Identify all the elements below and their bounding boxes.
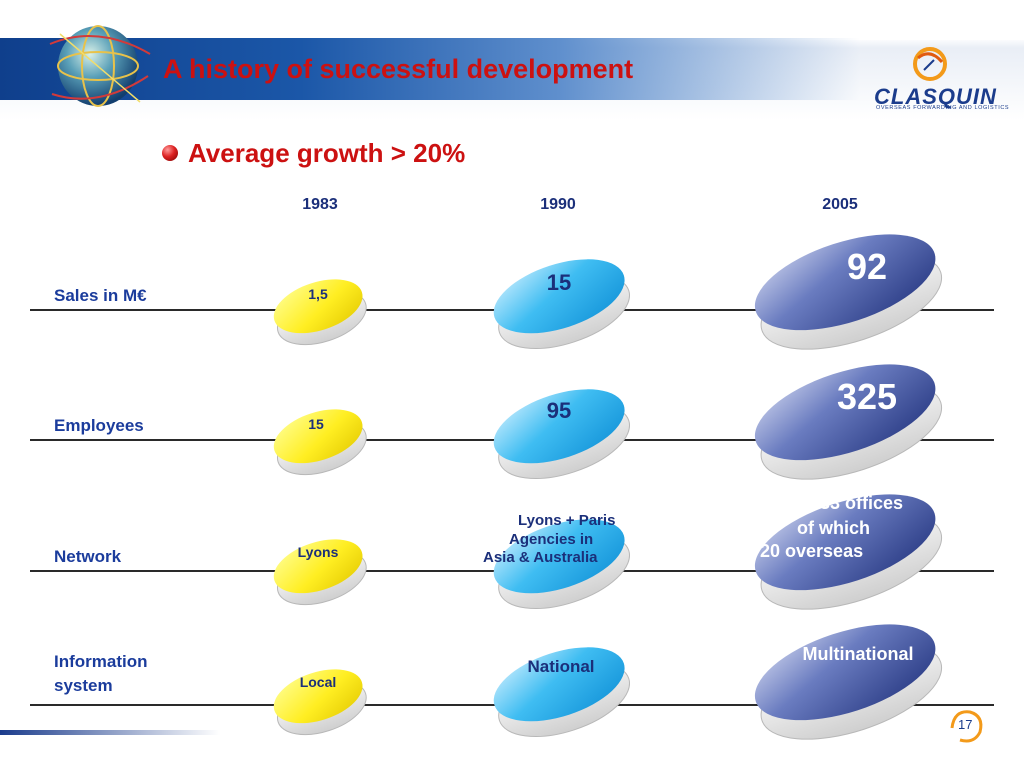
pill-employees-2005: 325: [752, 346, 943, 480]
value-network-1990-line3: Asia & Australia: [483, 549, 598, 566]
header-top-gap: [0, 30, 1024, 40]
year-1983: 1983: [302, 196, 338, 213]
value-employees-1983: 15: [308, 416, 324, 432]
row-label-sales: Sales in M€: [54, 286, 147, 305]
slide-title: A history of successful development: [163, 54, 634, 84]
footer-accent-line: [0, 730, 220, 735]
logo-wordmark: CLASQUIN: [874, 84, 997, 109]
value-network-2005-line3: 20 overseas: [760, 541, 864, 561]
logo-tagline: OVERSEAS FORWARDING AND LOGISTICS: [876, 105, 1010, 111]
year-1990: 1990: [540, 196, 576, 213]
pill-network-2005: [752, 476, 943, 610]
value-sales-1990: 15: [546, 270, 572, 295]
value-employees-2005: 325: [836, 376, 898, 417]
pill-sales-2005: 92: [752, 216, 943, 350]
page-swirl-icon: [950, 710, 983, 743]
row-label-information-system: Information system: [54, 652, 148, 695]
value-infosys-2005: Multinational: [802, 644, 914, 664]
value-infosys-1990: National: [527, 657, 595, 676]
slide-header: A history of successful development CLAS…: [0, 0, 1024, 120]
value-infosys-1983: Local: [299, 674, 337, 690]
pill-employees-1983: 15: [273, 396, 367, 478]
value-sales-2005: 92: [846, 246, 888, 287]
header-blue-band: [0, 38, 860, 100]
globe-icon: [49, 25, 151, 107]
pill-sales-1990: 15: [492, 242, 631, 352]
clasquin-logo-icon: [913, 47, 947, 81]
growth-bullet: Average growth > 20%: [188, 138, 466, 168]
value-network-1990-line1: Lyons + Paris: [518, 512, 616, 529]
year-2005: 2005: [822, 196, 858, 213]
value-network-1990-line2: Agencies in: [509, 531, 594, 548]
value-network-2005-line1: 33 offices: [820, 493, 904, 513]
page-number: 17: [958, 717, 973, 732]
pill-employees-1990: 95: [492, 372, 631, 482]
value-network-1983: Lyons: [297, 544, 339, 560]
row-label-employees: Employees: [54, 416, 144, 435]
pill-network-1983: Lyons: [273, 526, 367, 608]
row-label-network: Network: [54, 547, 122, 566]
pill-infosys-1983: Local: [273, 656, 367, 738]
value-network-2005-line2: of which: [797, 518, 870, 538]
pill-infosys-1990: National: [492, 630, 631, 740]
value-sales-1983: 1,5: [308, 286, 328, 302]
pill-network-1990: [492, 502, 631, 612]
bullet-dot-icon: [162, 145, 178, 161]
value-employees-1990: 95: [546, 398, 572, 423]
pill-infosys-2005: Multinational: [752, 606, 943, 740]
pill-sales-1983: 1,5: [273, 266, 367, 348]
